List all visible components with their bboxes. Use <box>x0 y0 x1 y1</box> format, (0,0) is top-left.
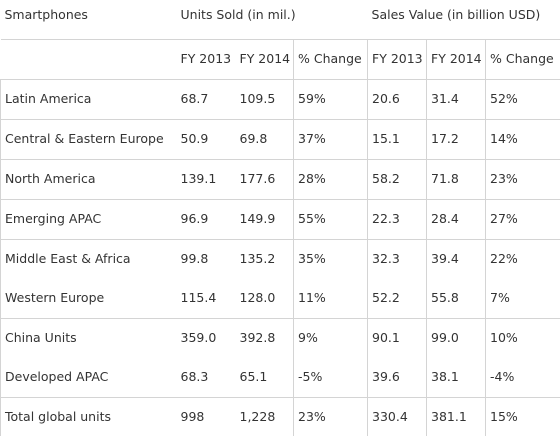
header-sales-change: % Change <box>486 39 560 79</box>
cell-units-fy2014: 149.9 <box>236 199 294 239</box>
header-units-fy2013: FY 2013 <box>177 39 236 79</box>
row-region: Western Europe <box>1 279 177 319</box>
cell-units-change: 11% <box>294 279 368 319</box>
cell-units-fy2014: 1,228 <box>236 397 294 436</box>
cell-units-fy2014: 177.6 <box>236 159 294 199</box>
cell-sales-change: 22% <box>486 239 560 279</box>
cell-units-change: 23% <box>294 397 368 436</box>
cell-units-fy2014: 109.5 <box>236 79 294 119</box>
cell-units-fy2014: 135.2 <box>236 239 294 279</box>
table-row: Middle East & Africa 99.8 135.2 35% 32.3… <box>1 239 560 279</box>
cell-units-change: 28% <box>294 159 368 199</box>
cell-sales-fy2013: 90.1 <box>368 318 427 358</box>
table-row: Western Europe 115.4 128.0 11% 52.2 55.8… <box>1 279 560 319</box>
header-category: Smartphones <box>1 0 177 39</box>
cell-sales-fy2013: 58.2 <box>368 159 427 199</box>
cell-units-fy2013: 96.9 <box>177 199 236 239</box>
cell-units-fy2013: 359.0 <box>177 318 236 358</box>
cell-units-change: 59% <box>294 79 368 119</box>
row-region: China Units <box>1 318 177 358</box>
cell-units-fy2014: 392.8 <box>236 318 294 358</box>
row-region: Total global units <box>1 397 177 436</box>
cell-sales-change: 10% <box>486 318 560 358</box>
header-group-sales: Sales Value (in billion USD) <box>368 0 560 39</box>
cell-sales-fy2013: 32.3 <box>368 239 427 279</box>
cell-sales-fy2014: 38.1 <box>427 358 486 398</box>
cell-sales-change: -4% <box>486 358 560 398</box>
cell-sales-fy2013: 52.2 <box>368 279 427 319</box>
cell-sales-fy2013: 330.4 <box>368 397 427 436</box>
header-units-change: % Change <box>294 39 368 79</box>
cell-units-change: 9% <box>294 318 368 358</box>
table-row: Emerging APAC 96.9 149.9 55% 22.3 28.4 2… <box>1 199 560 239</box>
cell-sales-fy2014: 381.1 <box>427 397 486 436</box>
cell-sales-fy2014: 39.4 <box>427 239 486 279</box>
row-region: Central & Eastern Europe <box>1 119 177 159</box>
cell-units-change: -5% <box>294 358 368 398</box>
cell-units-fy2014: 128.0 <box>236 279 294 319</box>
cell-units-fy2014: 69.8 <box>236 119 294 159</box>
cell-units-fy2013: 139.1 <box>177 159 236 199</box>
cell-units-fy2013: 68.3 <box>177 358 236 398</box>
cell-sales-change: 23% <box>486 159 560 199</box>
header-group-units: Units Sold (in mil.) <box>177 0 368 39</box>
cell-units-fy2013: 50.9 <box>177 119 236 159</box>
cell-units-fy2013: 998 <box>177 397 236 436</box>
row-region: North America <box>1 159 177 199</box>
row-region: Middle East & Africa <box>1 239 177 279</box>
table-row: Latin America 68.7 109.5 59% 20.6 31.4 5… <box>1 79 560 119</box>
cell-units-fy2013: 115.4 <box>177 279 236 319</box>
cell-sales-fy2013: 15.1 <box>368 119 427 159</box>
cell-sales-change: 14% <box>486 119 560 159</box>
cell-units-change: 55% <box>294 199 368 239</box>
cell-units-fy2013: 99.8 <box>177 239 236 279</box>
cell-sales-change: 15% <box>486 397 560 436</box>
header-blank-cell <box>1 39 177 79</box>
cell-units-change: 37% <box>294 119 368 159</box>
cell-units-change: 35% <box>294 239 368 279</box>
cell-units-fy2014: 65.1 <box>236 358 294 398</box>
table-row: Central & Eastern Europe 50.9 69.8 37% 1… <box>1 119 560 159</box>
table-row-total: Total global units 998 1,228 23% 330.4 3… <box>1 397 560 436</box>
cell-sales-fy2014: 28.4 <box>427 199 486 239</box>
cell-sales-change: 52% <box>486 79 560 119</box>
header-sales-fy2014: FY 2014 <box>427 39 486 79</box>
header-sub-row: FY 2013 FY 2014 % Change FY 2013 FY 2014… <box>1 39 560 79</box>
row-region: Latin America <box>1 79 177 119</box>
row-region: Emerging APAC <box>1 199 177 239</box>
cell-sales-fy2013: 39.6 <box>368 358 427 398</box>
cell-sales-fy2013: 22.3 <box>368 199 427 239</box>
cell-units-fy2013: 68.7 <box>177 79 236 119</box>
cell-sales-fy2014: 55.8 <box>427 279 486 319</box>
cell-sales-fy2014: 17.2 <box>427 119 486 159</box>
table-row: North America 139.1 177.6 28% 58.2 71.8 … <box>1 159 560 199</box>
cell-sales-fy2014: 71.8 <box>427 159 486 199</box>
cell-sales-change: 27% <box>486 199 560 239</box>
header-group-row: Smartphones Units Sold (in mil.) Sales V… <box>1 0 560 39</box>
cell-sales-fy2014: 31.4 <box>427 79 486 119</box>
cell-sales-fy2014: 99.0 <box>427 318 486 358</box>
cell-sales-fy2013: 20.6 <box>368 79 427 119</box>
header-units-fy2014: FY 2014 <box>236 39 294 79</box>
table-row: China Units 359.0 392.8 9% 90.1 99.0 10% <box>1 318 560 358</box>
row-region: Developed APAC <box>1 358 177 398</box>
header-sales-fy2013: FY 2013 <box>368 39 427 79</box>
cell-sales-change: 7% <box>486 279 560 319</box>
table-row: Developed APAC 68.3 65.1 -5% 39.6 38.1 -… <box>1 358 560 398</box>
